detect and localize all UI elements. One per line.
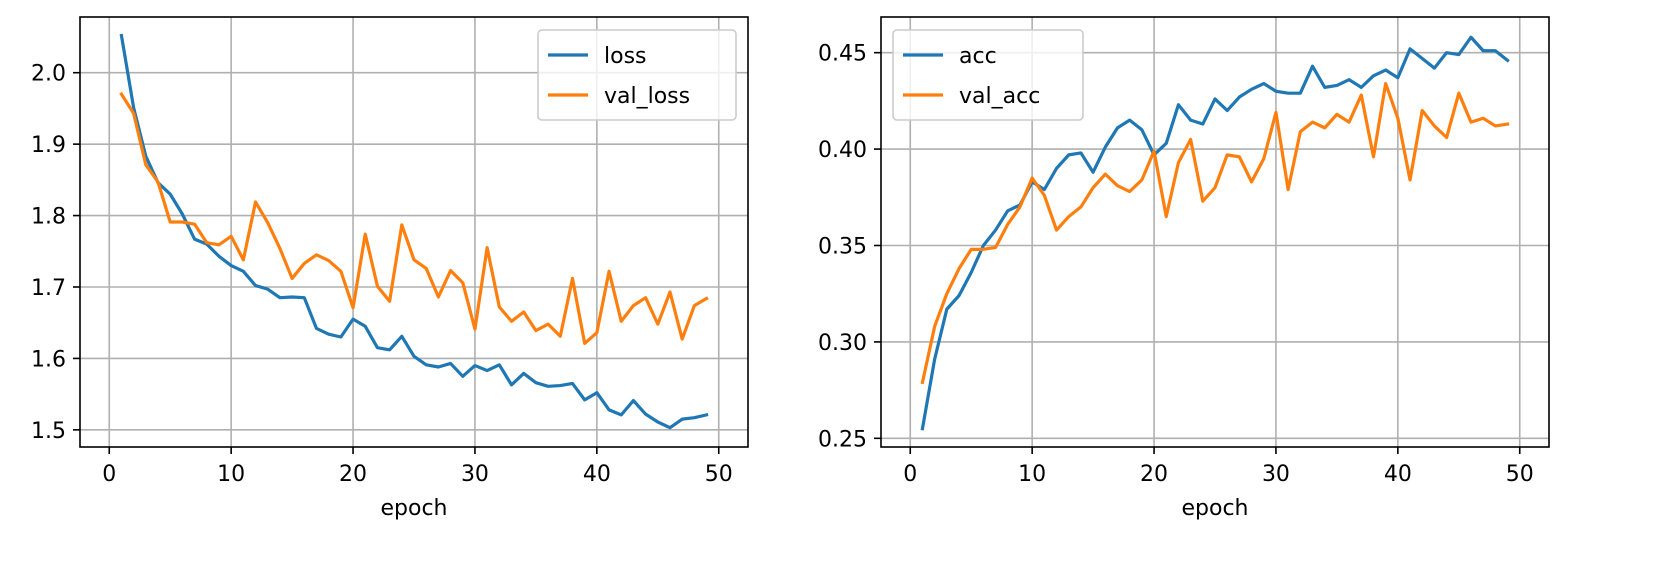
y-tick-label: 1.6 (31, 347, 66, 372)
x-tick-label: 30 (1262, 462, 1290, 487)
series-line-val_loss (119, 91, 709, 346)
chart-panel-1: 0 10 20 30 40 50 1.5 1.6 1.7 1.8 1.9 2.0 epoch loss va… (31, 16, 749, 521)
x-tick-label: 10 (1018, 462, 1046, 487)
x-tick-label: 10 (217, 462, 245, 487)
x-tick-label: 40 (1384, 462, 1412, 487)
x-tick-label: 0 (102, 462, 116, 487)
chart-panel-2: 0 10 20 30 40 50 0.25 0.30 0.35 0.40 0.45 epoch acc v… (818, 16, 1550, 521)
x-tick-label: 50 (1506, 462, 1534, 487)
x-tick-label: 20 (339, 462, 367, 487)
series-line-val_acc (920, 81, 1510, 385)
y-tick-label: 1.9 (31, 133, 66, 158)
x-tick-label: 0 (903, 462, 917, 487)
y-tick-label: 0.35 (818, 234, 867, 259)
y-tick-label: 2.0 (31, 62, 66, 87)
x-tick-label: 30 (461, 462, 489, 487)
x-axis-title: epoch (1182, 496, 1249, 521)
x-axis-title: epoch (381, 496, 448, 521)
y-tick-label: 0.25 (818, 427, 867, 452)
legend-box (537, 29, 737, 121)
legend-box (892, 29, 1084, 121)
plot-frame (880, 16, 1550, 448)
x-tick-label: 50 (705, 462, 733, 487)
x-tick-label: 20 (1140, 462, 1168, 487)
plot-frame (79, 16, 749, 448)
legend-label-val_loss: val_loss (604, 84, 690, 109)
legend: loss val_loss (537, 29, 737, 121)
series-line-loss (119, 33, 709, 430)
y-tick-label: 0.30 (818, 331, 867, 356)
y-tick-label: 0.45 (818, 42, 867, 67)
legend-label-acc: acc (959, 44, 997, 69)
x-tick-label: 40 (583, 462, 611, 487)
legend: acc val_acc (892, 29, 1084, 121)
legend-label-loss: loss (604, 44, 647, 69)
y-tick-label: 0.40 (818, 138, 867, 163)
legend-label-val_acc: val_acc (959, 84, 1040, 109)
y-tick-label: 1.7 (31, 276, 66, 301)
y-tick-label: 1.8 (31, 205, 66, 230)
y-tick-label: 1.5 (31, 419, 66, 444)
